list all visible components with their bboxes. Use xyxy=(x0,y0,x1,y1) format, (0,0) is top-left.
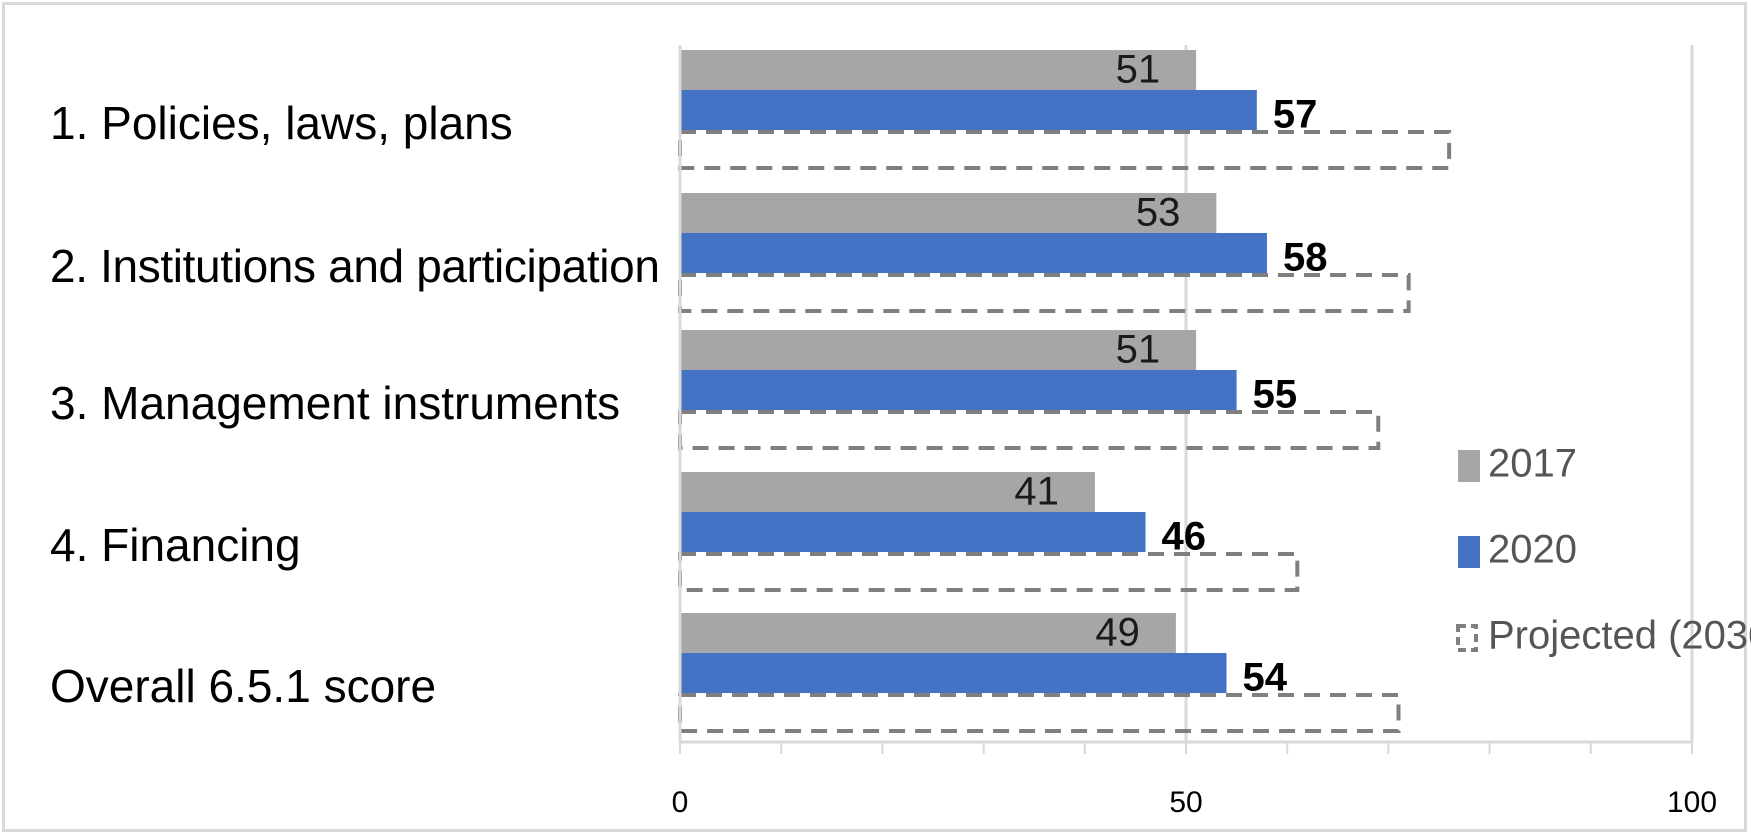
category-label: Overall 6.5.1 score xyxy=(50,660,436,712)
x-tick-label: 100 xyxy=(1667,786,1717,819)
bar-2017 xyxy=(680,193,1217,233)
bar-2020 xyxy=(680,370,1237,410)
legend-label: 2017 xyxy=(1488,442,1577,486)
data-label-2020: 57 xyxy=(1273,93,1318,137)
bar-2017 xyxy=(680,613,1176,653)
bar-2017 xyxy=(680,472,1095,512)
category-label: 3. Management instruments xyxy=(50,377,620,429)
data-label-2017: 51 xyxy=(1116,48,1161,92)
category-label: 1. Policies, laws, plans xyxy=(50,97,513,149)
category-label: 2. Institutions and participation xyxy=(50,240,660,292)
bar-2020 xyxy=(680,233,1267,273)
data-label-2020: 55 xyxy=(1253,373,1298,417)
bar-2020 xyxy=(680,653,1227,693)
data-label-2020: 58 xyxy=(1283,236,1328,280)
bar-2020 xyxy=(680,512,1146,552)
category-label: 4. Financing xyxy=(50,519,301,571)
legend-swatch-projected xyxy=(1456,624,1478,652)
legend-swatch-2020 xyxy=(1458,536,1480,568)
data-label-2017: 49 xyxy=(1095,611,1140,655)
legend-label: 2020 xyxy=(1488,528,1577,572)
data-label-2017: 51 xyxy=(1116,328,1161,372)
legend-swatch-2017 xyxy=(1458,450,1480,482)
x-tick-label: 50 xyxy=(1169,786,1202,819)
data-label-2020: 46 xyxy=(1162,515,1207,559)
bar-2017 xyxy=(680,50,1197,90)
x-tick-label: 0 xyxy=(672,786,689,819)
bar-projected-2030 xyxy=(678,552,1300,592)
data-label-2017: 41 xyxy=(1014,470,1059,514)
data-label-2020: 54 xyxy=(1242,656,1287,700)
bar-projected-2030 xyxy=(678,693,1401,733)
data-label-2017: 53 xyxy=(1136,191,1181,235)
bar-projected-2030 xyxy=(678,410,1381,450)
bar-projected-2030 xyxy=(678,130,1452,170)
legend-label: Projected (2030) xyxy=(1488,614,1751,658)
bar-2020 xyxy=(680,90,1257,130)
bar-2017 xyxy=(680,330,1197,370)
bar-projected-2030 xyxy=(678,273,1411,313)
